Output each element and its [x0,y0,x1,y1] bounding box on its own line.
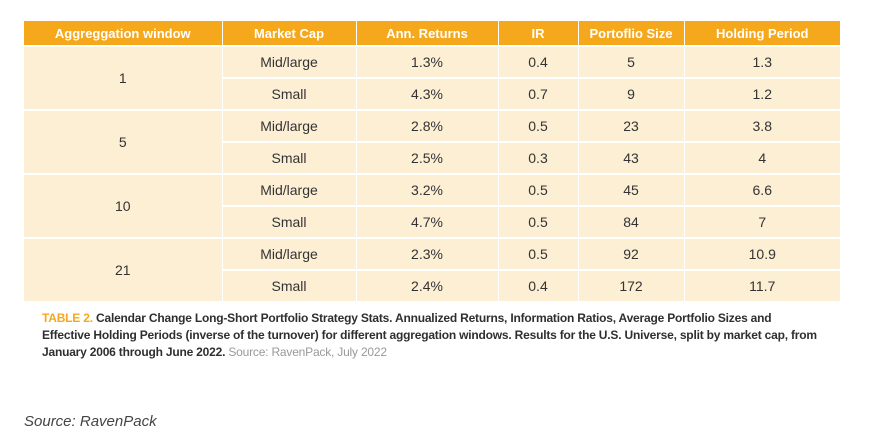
table-row: Small 2.5% 0.3 43 4 [24,141,840,174]
holding-period-cell: 1.3 [684,45,840,78]
ir-cell: 0.5 [498,205,579,238]
portfolio-size-cell: 92 [578,237,685,270]
holding-period-cell: 3.8 [684,109,840,142]
table-row: Small 2.4% 0.4 172 11.7 [24,269,840,301]
table-header-row: Aggreggation window Market Cap Ann. Retu… [24,21,840,46]
ir-cell: 0.5 [498,109,579,142]
returns-cell: 4.7% [356,205,499,238]
header-ann-returns: Ann. Returns [356,21,499,46]
market-cap-cell: Small [222,205,357,238]
portfolio-size-cell: 45 [578,173,685,206]
returns-cell: 2.3% [356,237,499,270]
table-row: 21 Mid/large 2.3% 0.5 92 10.9 [24,237,840,301]
portfolio-size-cell: 43 [578,141,685,174]
table-row: 1 Mid/large 1.3% 0.4 5 1.3 [24,45,840,110]
holding-period-cell: 6.6 [684,173,840,206]
portfolio-size-cell: 23 [578,109,685,142]
footer-source: Source: RavenPack [24,413,157,430]
caption-label: TABLE 2. [42,311,93,325]
window-cell: 5 [24,109,223,174]
portfolio-size-cell: 5 [578,45,685,78]
market-cap-cell: Mid/large [222,173,357,206]
holding-period-cell: 4 [684,141,840,174]
ir-cell: 0.5 [498,173,579,206]
window-cell: 21 [24,237,223,301]
stats-table: Aggreggation window Market Cap Ann. Retu… [24,21,840,301]
ir-cell: 0.5 [498,237,579,270]
returns-cell: 2.4% [356,269,499,301]
market-cap-cell: Mid/large [222,45,357,78]
returns-cell: 3.2% [356,173,499,206]
portfolio-size-cell: 9 [578,77,685,110]
portfolio-size-cell: 172 [578,269,685,301]
window-cell: 10 [24,173,223,238]
ir-cell: 0.4 [498,269,579,301]
holding-period-cell: 10.9 [684,237,840,270]
table-row: 5 Mid/large 2.8% 0.5 23 3.8 [24,109,840,174]
table-row: Small 4.7% 0.5 84 7 [24,205,840,238]
header-portfolio-size: Portoflio Size [578,21,685,46]
ir-cell: 0.4 [498,45,579,78]
header-ir: IR [498,21,579,46]
returns-cell: 2.5% [356,141,499,174]
table-figure: Aggreggation window Market Cap Ann. Retu… [24,21,840,301]
caption-text: Calendar Change Long-Short Portfolio Str… [42,311,817,359]
portfolio-size-cell: 84 [578,205,685,238]
table-row: 10 Mid/large 3.2% 0.5 45 6.6 [24,173,840,238]
returns-cell: 2.8% [356,109,499,142]
returns-cell: 1.3% [356,45,499,78]
returns-cell: 4.3% [356,77,499,110]
market-cap-cell: Mid/large [222,237,357,270]
market-cap-cell: Small [222,77,357,110]
ir-cell: 0.3 [498,141,579,174]
holding-period-cell: 11.7 [684,269,840,301]
market-cap-cell: Mid/large [222,109,357,142]
holding-period-cell: 7 [684,205,840,238]
market-cap-cell: Small [222,269,357,301]
ir-cell: 0.7 [498,77,579,110]
table-row: Small 4.3% 0.7 9 1.2 [24,77,840,110]
header-market-cap: Market Cap [222,21,357,46]
holding-period-cell: 1.2 [684,77,840,110]
header-aggregation-window: Aggreggation window [24,21,223,46]
caption-source: Source: RavenPack, July 2022 [228,345,387,359]
header-holding-period: Holding Period [684,21,840,46]
table-caption: TABLE 2. Calendar Change Long-Short Port… [42,310,822,361]
market-cap-cell: Small [222,141,357,174]
window-cell: 1 [24,45,223,110]
